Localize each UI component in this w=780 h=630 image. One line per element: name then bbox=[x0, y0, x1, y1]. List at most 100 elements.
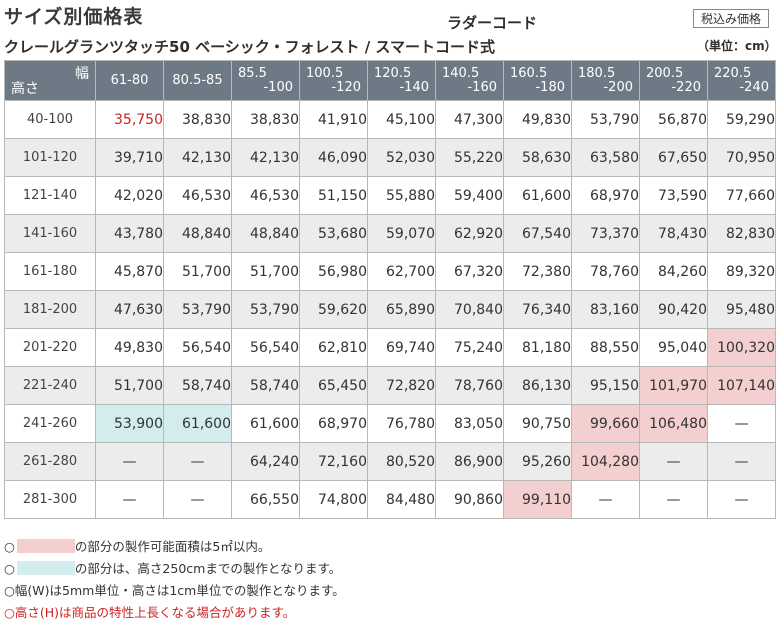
height-range-cell: 181-200 bbox=[4, 290, 96, 329]
price-cell: 84,260 bbox=[639, 252, 708, 291]
price-cell: 78,760 bbox=[435, 366, 504, 405]
width-column-header: 85.5 -100 bbox=[231, 60, 300, 101]
unavailable-cell: — bbox=[707, 442, 776, 481]
price-cell: 101,970 bbox=[639, 366, 708, 405]
blue-swatch bbox=[16, 561, 75, 575]
note-text: の部分の製作可能面積は5㎡以内。 bbox=[74, 539, 271, 554]
width-range-end: -240 bbox=[739, 79, 769, 95]
price-cell: 74,800 bbox=[299, 480, 368, 519]
price-cell: 95,040 bbox=[639, 328, 708, 367]
table-row: 40-100 35,750 38,830 38,830 41,910 45,100 47,3… bbox=[4, 100, 776, 139]
height-axis-label: 高さ bbox=[11, 81, 39, 97]
price-cell: 70,950 bbox=[707, 138, 776, 177]
price-cell: 53,790 bbox=[571, 100, 640, 139]
price-cell: 78,760 bbox=[571, 252, 640, 291]
price-cell: 95,480 bbox=[707, 290, 776, 329]
price-cell: 86,900 bbox=[435, 442, 504, 481]
page-title: サイズ別価格表 bbox=[4, 6, 144, 28]
price-cell: 51,150 bbox=[299, 176, 368, 215]
price-cell: 65,890 bbox=[367, 290, 436, 329]
note-bullet: ○ bbox=[4, 561, 15, 576]
pink-swatch bbox=[16, 539, 75, 553]
table-header-row: 幅 高さ 61-80 80.5-85 85.5 -100 100.5 -120 120.5-… bbox=[4, 60, 776, 101]
height-range-cell: 261-280 bbox=[4, 442, 96, 481]
price-cell: 90,750 bbox=[503, 404, 572, 443]
unavailable-cell: — bbox=[707, 404, 776, 443]
price-cell: 81,180 bbox=[503, 328, 572, 367]
unavailable-cell: — bbox=[95, 442, 164, 481]
price-cell: 68,970 bbox=[299, 404, 368, 443]
price-cell: 49,830 bbox=[503, 100, 572, 139]
height-range-cell: 161-180 bbox=[4, 252, 96, 291]
width-range-start: 140.5 bbox=[442, 65, 480, 81]
price-cell: 73,370 bbox=[571, 214, 640, 253]
price-cell: 83,050 bbox=[435, 404, 504, 443]
price-cell: 72,380 bbox=[503, 252, 572, 291]
price-cell: 55,880 bbox=[367, 176, 436, 215]
note-bullet: ○ bbox=[4, 539, 15, 554]
height-range-cell: 281-300 bbox=[4, 480, 96, 519]
note-line: ○ の部分の製作可能面積は5㎡以内。 bbox=[4, 536, 345, 558]
price-cell: 56,540 bbox=[163, 328, 232, 367]
price-cell: 53,790 bbox=[163, 290, 232, 329]
corner-header: 幅 高さ bbox=[4, 60, 96, 101]
width-range-start: 200.5 bbox=[646, 65, 684, 81]
price-cell: 72,160 bbox=[299, 442, 368, 481]
unavailable-cell: — bbox=[639, 442, 708, 481]
width-range-start: 100.5 bbox=[306, 65, 344, 81]
price-cell: 59,620 bbox=[299, 290, 368, 329]
price-cell: 75,240 bbox=[435, 328, 504, 367]
price-cell: 90,420 bbox=[639, 290, 708, 329]
width-range-end: -100 bbox=[263, 79, 293, 95]
price-cell: 68,970 bbox=[571, 176, 640, 215]
price-cell: 49,830 bbox=[95, 328, 164, 367]
price-cell: 70,840 bbox=[435, 290, 504, 329]
price-cell: 73,590 bbox=[639, 176, 708, 215]
height-range-cell: 40-100 bbox=[4, 100, 96, 139]
width-range-start: 85.5 bbox=[238, 65, 267, 81]
price-cell: 53,900 bbox=[95, 404, 164, 443]
table-row: 241-260 53,900 61,600 61,600 68,970 76,780 83,… bbox=[4, 404, 776, 443]
height-range-cell: 101-120 bbox=[4, 138, 96, 177]
height-range-cell: 241-260 bbox=[4, 404, 96, 443]
width-column-header: 160.5 -180 bbox=[503, 60, 572, 101]
note-line: ○幅(W)は5mm単位・高さは1cm単位での製作となります。 bbox=[4, 580, 345, 602]
table-row: 261-280— —64,240 72,160 80,520 86,900 95,260 1… bbox=[4, 442, 776, 481]
price-cell: 61,600 bbox=[503, 176, 572, 215]
unit-label: （単位：cm） bbox=[697, 39, 777, 53]
price-cell: 41,910 bbox=[299, 100, 368, 139]
width-range-start: 220.5 bbox=[714, 65, 752, 81]
note-text: の部分は、高さ250cmまでの製作となります。 bbox=[74, 561, 342, 576]
price-cell: 65,450 bbox=[299, 366, 368, 405]
width-range-start: 180.5 bbox=[578, 65, 616, 81]
unavailable-cell: — bbox=[707, 480, 776, 519]
price-cell: 100,320 bbox=[707, 328, 776, 367]
price-cell: 58,740 bbox=[231, 366, 300, 405]
unavailable-cell: — bbox=[163, 442, 232, 481]
price-cell: 99,110 bbox=[503, 480, 572, 519]
price-cell: 46,530 bbox=[163, 176, 232, 215]
width-column-header: 140.5 -160 bbox=[435, 60, 504, 101]
price-cell: 88,550 bbox=[571, 328, 640, 367]
price-cell: 45,870 bbox=[95, 252, 164, 291]
width-range-start: 80.5-85 bbox=[172, 72, 223, 88]
price-cell: 84,480 bbox=[367, 480, 436, 519]
price-cell: 59,070 bbox=[367, 214, 436, 253]
price-cell: 53,680 bbox=[299, 214, 368, 253]
width-range-end: -220 bbox=[671, 79, 701, 95]
table-row: 101-120 39,710 42,130 42,130 46,090 52,030 55,… bbox=[4, 138, 776, 177]
price-cell: 38,830 bbox=[163, 100, 232, 139]
width-range-end: -160 bbox=[467, 79, 497, 95]
price-cell: 43,780 bbox=[95, 214, 164, 253]
table-row: 281-300— —66,550 74,800 84,480 90,860 99,110—… bbox=[4, 480, 776, 519]
price-cell: 63,580 bbox=[571, 138, 640, 177]
width-column-header: 61-80 bbox=[95, 60, 164, 101]
price-cell: 76,340 bbox=[503, 290, 572, 329]
price-cell: 66,550 bbox=[231, 480, 300, 519]
width-column-header: 220.5 -240 bbox=[707, 60, 776, 101]
width-range-end: -140 bbox=[399, 79, 429, 95]
tax-included-badge: 税込み価格 bbox=[693, 9, 769, 28]
height-range-cell: 201-220 bbox=[4, 328, 96, 367]
price-cell: 59,290 bbox=[707, 100, 776, 139]
price-cell: 51,700 bbox=[231, 252, 300, 291]
